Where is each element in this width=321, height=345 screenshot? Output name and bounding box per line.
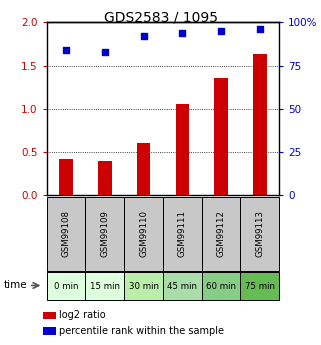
Point <box>102 49 107 55</box>
Text: 30 min: 30 min <box>128 282 159 290</box>
Text: 60 min: 60 min <box>206 282 236 290</box>
Bar <box>202 272 240 300</box>
Bar <box>137 143 150 195</box>
Bar <box>253 54 267 195</box>
Bar <box>85 272 124 300</box>
Point <box>141 33 146 39</box>
Bar <box>214 78 228 195</box>
Bar <box>240 272 279 300</box>
Bar <box>59 159 73 195</box>
Bar <box>176 104 189 195</box>
Point <box>257 27 263 32</box>
Bar <box>163 197 202 271</box>
Bar <box>240 197 279 271</box>
Text: 45 min: 45 min <box>167 282 197 290</box>
Point <box>180 30 185 36</box>
Bar <box>85 197 124 271</box>
Bar <box>124 197 163 271</box>
Text: time: time <box>3 280 27 290</box>
Text: 15 min: 15 min <box>90 282 120 290</box>
Text: 75 min: 75 min <box>245 282 275 290</box>
Text: GSM99109: GSM99109 <box>100 210 109 257</box>
Text: log2 ratio: log2 ratio <box>59 310 106 320</box>
Text: GSM99108: GSM99108 <box>61 210 70 257</box>
Text: 0 min: 0 min <box>54 282 78 290</box>
Point <box>63 47 68 53</box>
Bar <box>47 197 85 271</box>
Text: GSM99110: GSM99110 <box>139 210 148 257</box>
Text: GSM99113: GSM99113 <box>256 210 265 257</box>
Bar <box>163 272 202 300</box>
Text: GDS2583 / 1095: GDS2583 / 1095 <box>103 10 218 24</box>
Text: GSM99111: GSM99111 <box>178 210 187 257</box>
Bar <box>98 161 111 195</box>
Point <box>219 28 224 34</box>
Text: GSM99112: GSM99112 <box>217 210 226 257</box>
Bar <box>47 272 85 300</box>
Text: percentile rank within the sample: percentile rank within the sample <box>59 326 224 336</box>
Bar <box>202 197 240 271</box>
Bar <box>124 272 163 300</box>
